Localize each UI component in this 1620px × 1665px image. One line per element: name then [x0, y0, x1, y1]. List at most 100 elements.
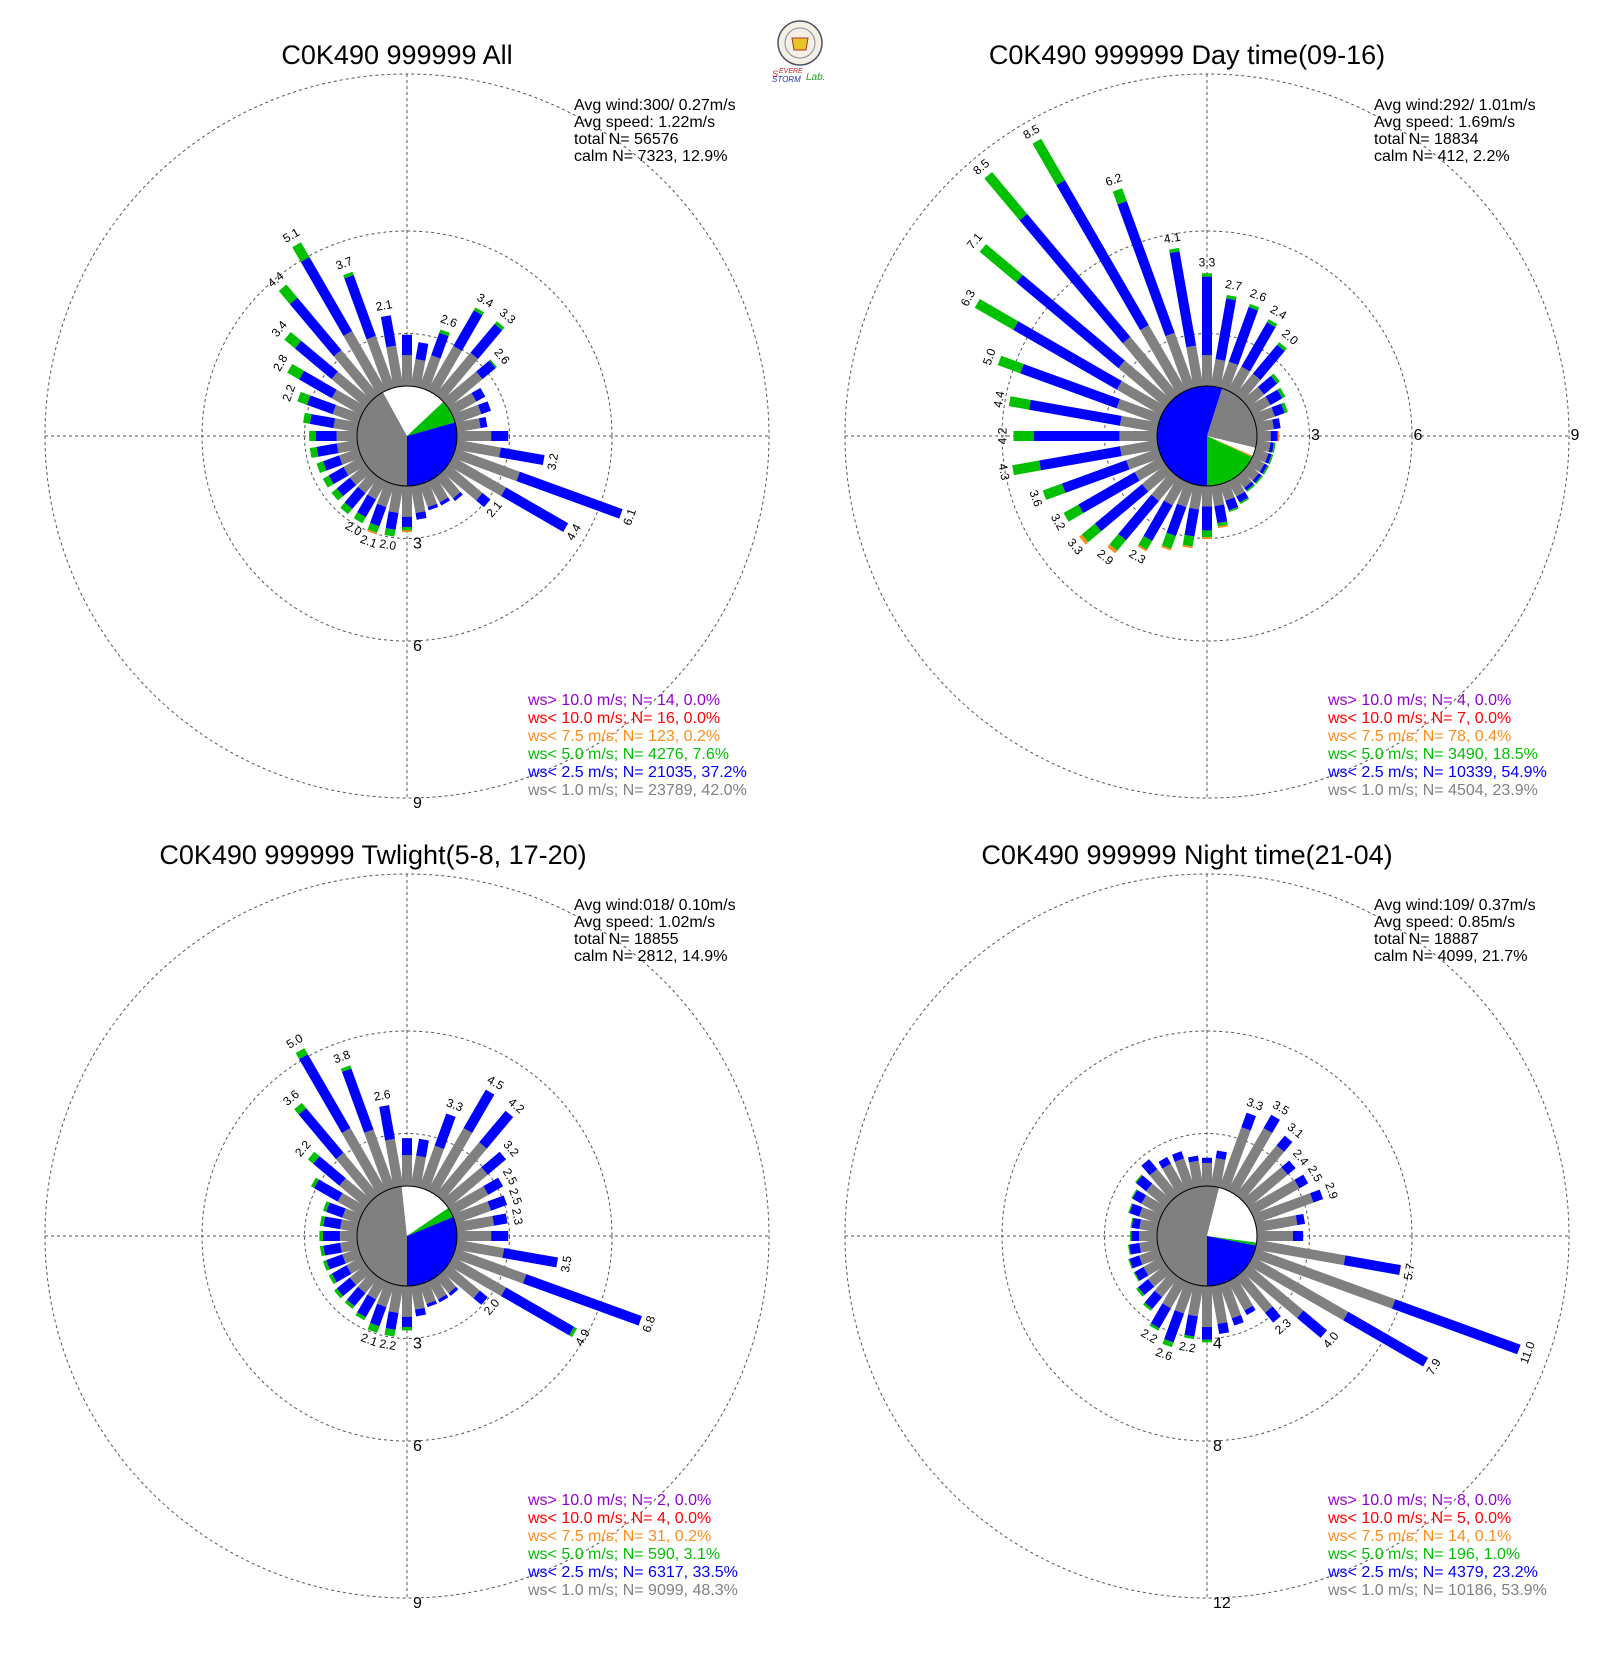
- bar-segment-ws_lt5: [349, 1303, 351, 1306]
- bar-segment-ws_lt25: [391, 512, 394, 529]
- bar-segment-ws_lt25: [477, 1294, 485, 1301]
- bar-segment-ws_lt5: [299, 397, 309, 401]
- bar-value-label: 2.7: [1224, 277, 1243, 294]
- logo-wordmark-3: STORM: [772, 75, 801, 84]
- bar-segment-ws_lt25: [493, 1218, 506, 1220]
- bar-segment-ws_lt5: [1231, 296, 1232, 299]
- legend-entry-ws_lt1: ws< 1.0 m/s; N= 23789, 42.0%: [527, 782, 747, 799]
- legend-entry-ws_lt1: ws< 1.0 m/s; N= 9099, 48.3%: [527, 1582, 738, 1599]
- legend-entry-ws_lt5: ws< 5.0 m/s; N= 3490, 18.5%: [1327, 746, 1538, 763]
- bar-segment-ws_lt25: [1163, 1159, 1167, 1166]
- legend-entry-ws_lt75: ws< 7.5 m/s; N= 78, 0.4%: [1327, 728, 1511, 745]
- stats-line: Avg wind:018/ 0.10m/s: [574, 897, 736, 914]
- bar-segment-ws_lt1: [394, 485, 399, 512]
- sector-bar: [1256, 423, 1280, 427]
- bar-segment-ws_lt25: [1273, 423, 1280, 424]
- ring-label: 6: [1414, 427, 1423, 444]
- ring-label: 4: [1213, 1336, 1222, 1353]
- bar-segment-ws_lt25: [311, 419, 335, 423]
- bar-segment-ws_lt1: [424, 1283, 431, 1302]
- bar-segment-ws_lt1: [1216, 1285, 1223, 1323]
- bar-segment-ws_lt1: [1256, 424, 1273, 427]
- stats-line: calm N= 7323, 12.9%: [574, 148, 727, 165]
- ring-label: 12: [1213, 1595, 1231, 1612]
- sector-bar: [321, 1245, 358, 1252]
- center-pie: [357, 386, 457, 486]
- bar-segment-ws_lt25: [1297, 1179, 1306, 1184]
- bar-segment-ws_lt5: [1281, 345, 1283, 348]
- bar-segment-ws_lt25: [1145, 1162, 1153, 1172]
- bar-segment-ws_lt5: [298, 1106, 302, 1111]
- center-pie: [1157, 1186, 1257, 1286]
- bar-segment-ws_lt5: [358, 515, 361, 521]
- logo-wordmark-2: EVERE: [779, 68, 803, 75]
- bar-segment-ws_lt1: [341, 1224, 358, 1227]
- bar-value-label: 3.2: [544, 452, 561, 471]
- bar-segment-ws_lt25: [1219, 505, 1222, 522]
- bar-segment-ws_lt5: [1139, 1291, 1141, 1293]
- bar-segment-ws_lt1: [341, 453, 360, 460]
- bar-segment-ws_lt1: [394, 1285, 399, 1312]
- bar-segment-ws_lt5: [1113, 537, 1122, 547]
- bar-segment-ws_lt5: [1250, 487, 1251, 488]
- bar-segment-ws_lt75: [1082, 538, 1085, 540]
- legend-entry-ws_lt10: ws< 10.0 m/s; N= 4, 0.0%: [527, 1510, 711, 1527]
- bar-segment-ws_lt25: [442, 1297, 444, 1300]
- bar-segment-ws_lt25: [1249, 1308, 1252, 1312]
- bar-segment-ws_lt25: [1139, 1179, 1149, 1187]
- legend-entry-ws_lt75: ws< 7.5 m/s; N= 123, 0.2%: [527, 728, 720, 745]
- bar-value-label: 2.1: [375, 297, 394, 314]
- bar-segment-ws_lt25: [328, 1207, 344, 1213]
- legend-entry-ws_gt10: ws> 10.0 m/s; N= 8, 0.0%: [1327, 1492, 1511, 1509]
- bar-segment-ws_lt5: [1283, 407, 1286, 408]
- bar-segment-ws_lt5: [288, 336, 298, 345]
- legend-entry-ws_gt10: ws> 10.0 m/s; N= 4, 0.0%: [1327, 692, 1511, 709]
- bar-segment-ws_lt5: [290, 368, 302, 375]
- bar-segment-ws_lt5: [1167, 1341, 1169, 1346]
- bar-segment-ws_lt75: [1111, 548, 1113, 551]
- bar-segment-ws_lt5: [444, 331, 445, 334]
- bar-segment-ws_lt5: [1258, 479, 1259, 480]
- bar-segment-ws_lt25: [489, 1200, 505, 1206]
- legend-entry-ws_lt1: ws< 1.0 m/s; N= 10186, 53.9%: [1327, 1582, 1547, 1599]
- bar-segment-ws_lt25: [391, 1312, 394, 1329]
- bar-segment-ws_lt25: [457, 495, 459, 498]
- bar-segment-ws_lt1: [338, 445, 358, 449]
- bar-value-label: 4.4: [991, 390, 1008, 409]
- bar-segment-ws_lt25: [324, 1221, 341, 1224]
- bar-segment-ws_lt25: [1269, 1310, 1277, 1320]
- bar-segment-ws_lt5: [311, 1156, 316, 1160]
- center-pie: [357, 1186, 457, 1286]
- bar-segment-ws_lt5: [335, 492, 340, 496]
- bar-segment-ws_lt5: [1167, 534, 1172, 547]
- center-pie: [1157, 386, 1257, 486]
- bar-segment-ws_lt25: [1189, 509, 1194, 536]
- ring-label: 6: [413, 1438, 422, 1455]
- bar-segment-ws_lt5: [1013, 465, 1040, 470]
- legend-entry-ws_lt25: ws< 2.5 m/s; N= 10339, 54.9%: [1327, 764, 1547, 781]
- bar-segment-ws_lt25: [1285, 1164, 1293, 1171]
- sector-bar: [1193, 1156, 1198, 1186]
- logo-shield: [792, 38, 808, 50]
- bar-segment-ws_lt5: [337, 1292, 340, 1294]
- bar-segment-ws_lt25: [1133, 1223, 1141, 1224]
- bar-segment-ws_lt1: [341, 1245, 358, 1248]
- bar-segment-ws_lt5: [1274, 378, 1277, 380]
- sector-bar: [456, 422, 486, 427]
- bar-segment-ws_lt25: [1177, 1153, 1180, 1160]
- bar-segment-ws_lt5: [1233, 509, 1234, 511]
- legend-entry-ws_lt25: ws< 2.5 m/s; N= 4379, 23.2%: [1327, 1564, 1538, 1581]
- bar-segment-ws_lt5: [360, 1315, 362, 1318]
- bar-segment-ws_lt25: [1135, 1194, 1144, 1199]
- logo-wordmark-4: Lab.: [806, 72, 825, 83]
- bar-segment-ws_lt75: [372, 531, 373, 533]
- bar-segment-ws_lt5: [372, 1325, 374, 1331]
- bar-segment-ws_lt5: [1134, 1194, 1135, 1195]
- bar-segment-ws_lt5: [389, 529, 390, 536]
- bar-segment-ws_lt25: [444, 500, 446, 503]
- bar-segment-ws_lt1: [1141, 1253, 1160, 1260]
- bar-segment-ws_lt1: [416, 485, 421, 512]
- sector-bar: [1129, 1245, 1158, 1250]
